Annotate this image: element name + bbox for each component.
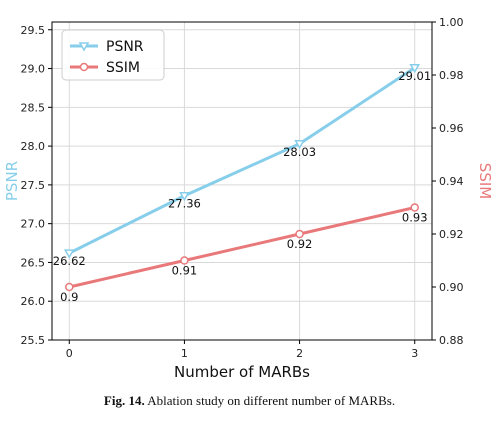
- right-y-tick-label: 0.96: [439, 122, 464, 135]
- data-label-ssim: 0.91: [172, 264, 198, 278]
- point-ssim: [65, 282, 74, 292]
- left-y-tick-label: 29.5: [21, 24, 46, 37]
- legend-marker-psnr: [78, 42, 90, 52]
- right-y-tick-label: 0.94: [439, 175, 464, 188]
- x-tick-label: 0: [66, 347, 73, 360]
- data-label-ssim: 0.92: [287, 237, 313, 251]
- data-label-ssim: 0.93: [402, 211, 428, 225]
- point-psnr: [63, 249, 75, 259]
- data-label-psnr: 27.36: [168, 197, 201, 211]
- axes: 0 1 2 3 25.5 26.0 26.5 27.0 27.5 28.0 28.5 29.0 29.5…: [3, 16, 494, 381]
- right-y-tick-label: 0.92: [439, 228, 464, 241]
- data-label-psnr: 26.62: [53, 254, 86, 268]
- left-y-tick-label: 28.5: [21, 101, 46, 114]
- caption-label: Fig. 14.: [103, 393, 145, 408]
- right-y-axis-label: SSIM: [476, 163, 494, 199]
- point-psnr: [409, 64, 421, 74]
- ablation-chart: 0 1 2 3 25.5 26.0 26.5 27.0 27.5 28.0 28.5 29.0 29.5…: [3, 16, 494, 381]
- legend-label-ssim: SSIM: [106, 60, 140, 76]
- point-ssim: [180, 256, 189, 265]
- point-ssim: [295, 229, 304, 239]
- series-line-psnr: [68, 66, 416, 255]
- left-y-tick-label: 29.0: [21, 63, 46, 76]
- data-label-psnr: 28.03: [283, 145, 316, 159]
- left-y-axis-label: PSNR: [3, 161, 21, 201]
- plot-frame: [51, 21, 433, 341]
- legend-marker-ssim: [79, 62, 89, 72]
- x-tick-label: 2: [296, 347, 303, 360]
- point-psnr: [294, 140, 305, 150]
- right-y-tick-label: 1.00: [439, 16, 464, 29]
- left-y-tick-label: 25.5: [21, 334, 46, 347]
- x-tick-label: 3: [411, 347, 418, 360]
- x-tick-label: 1: [181, 347, 188, 360]
- caption-text: Ablation study on different number of MA…: [147, 393, 396, 408]
- data-labels: 26.62 27.36 28.03 29.01 0.9 0.91 0.92 0.93: [53, 69, 431, 304]
- figure-caption: Fig. 14. Ablation study on different num…: [0, 393, 499, 409]
- left-y-tick-label: 27.5: [21, 179, 46, 192]
- data-label-ssim: 0.9: [60, 290, 78, 304]
- legend-label-psnr: PSNR: [106, 39, 144, 55]
- point-ssim: [410, 203, 419, 212]
- legend: PSNR SSIM: [61, 29, 165, 81]
- left-y-tick-label: 26.5: [21, 256, 46, 269]
- point-psnr: [179, 191, 190, 202]
- left-y-tick-label: 26.0: [21, 295, 46, 308]
- data-label-psnr: 29.01: [398, 69, 431, 83]
- series-line-ssim: [68, 206, 416, 289]
- left-y-tick-label: 28.0: [21, 140, 46, 153]
- left-y-tick-label: 27.0: [21, 218, 46, 231]
- series-layer: [63, 64, 421, 292]
- x-axis-label: Number of MARBs: [174, 363, 310, 381]
- right-y-tick-label: 0.90: [439, 281, 464, 294]
- right-y-tick-label: 0.98: [439, 69, 464, 82]
- right-y-tick-label: 0.88: [439, 334, 464, 347]
